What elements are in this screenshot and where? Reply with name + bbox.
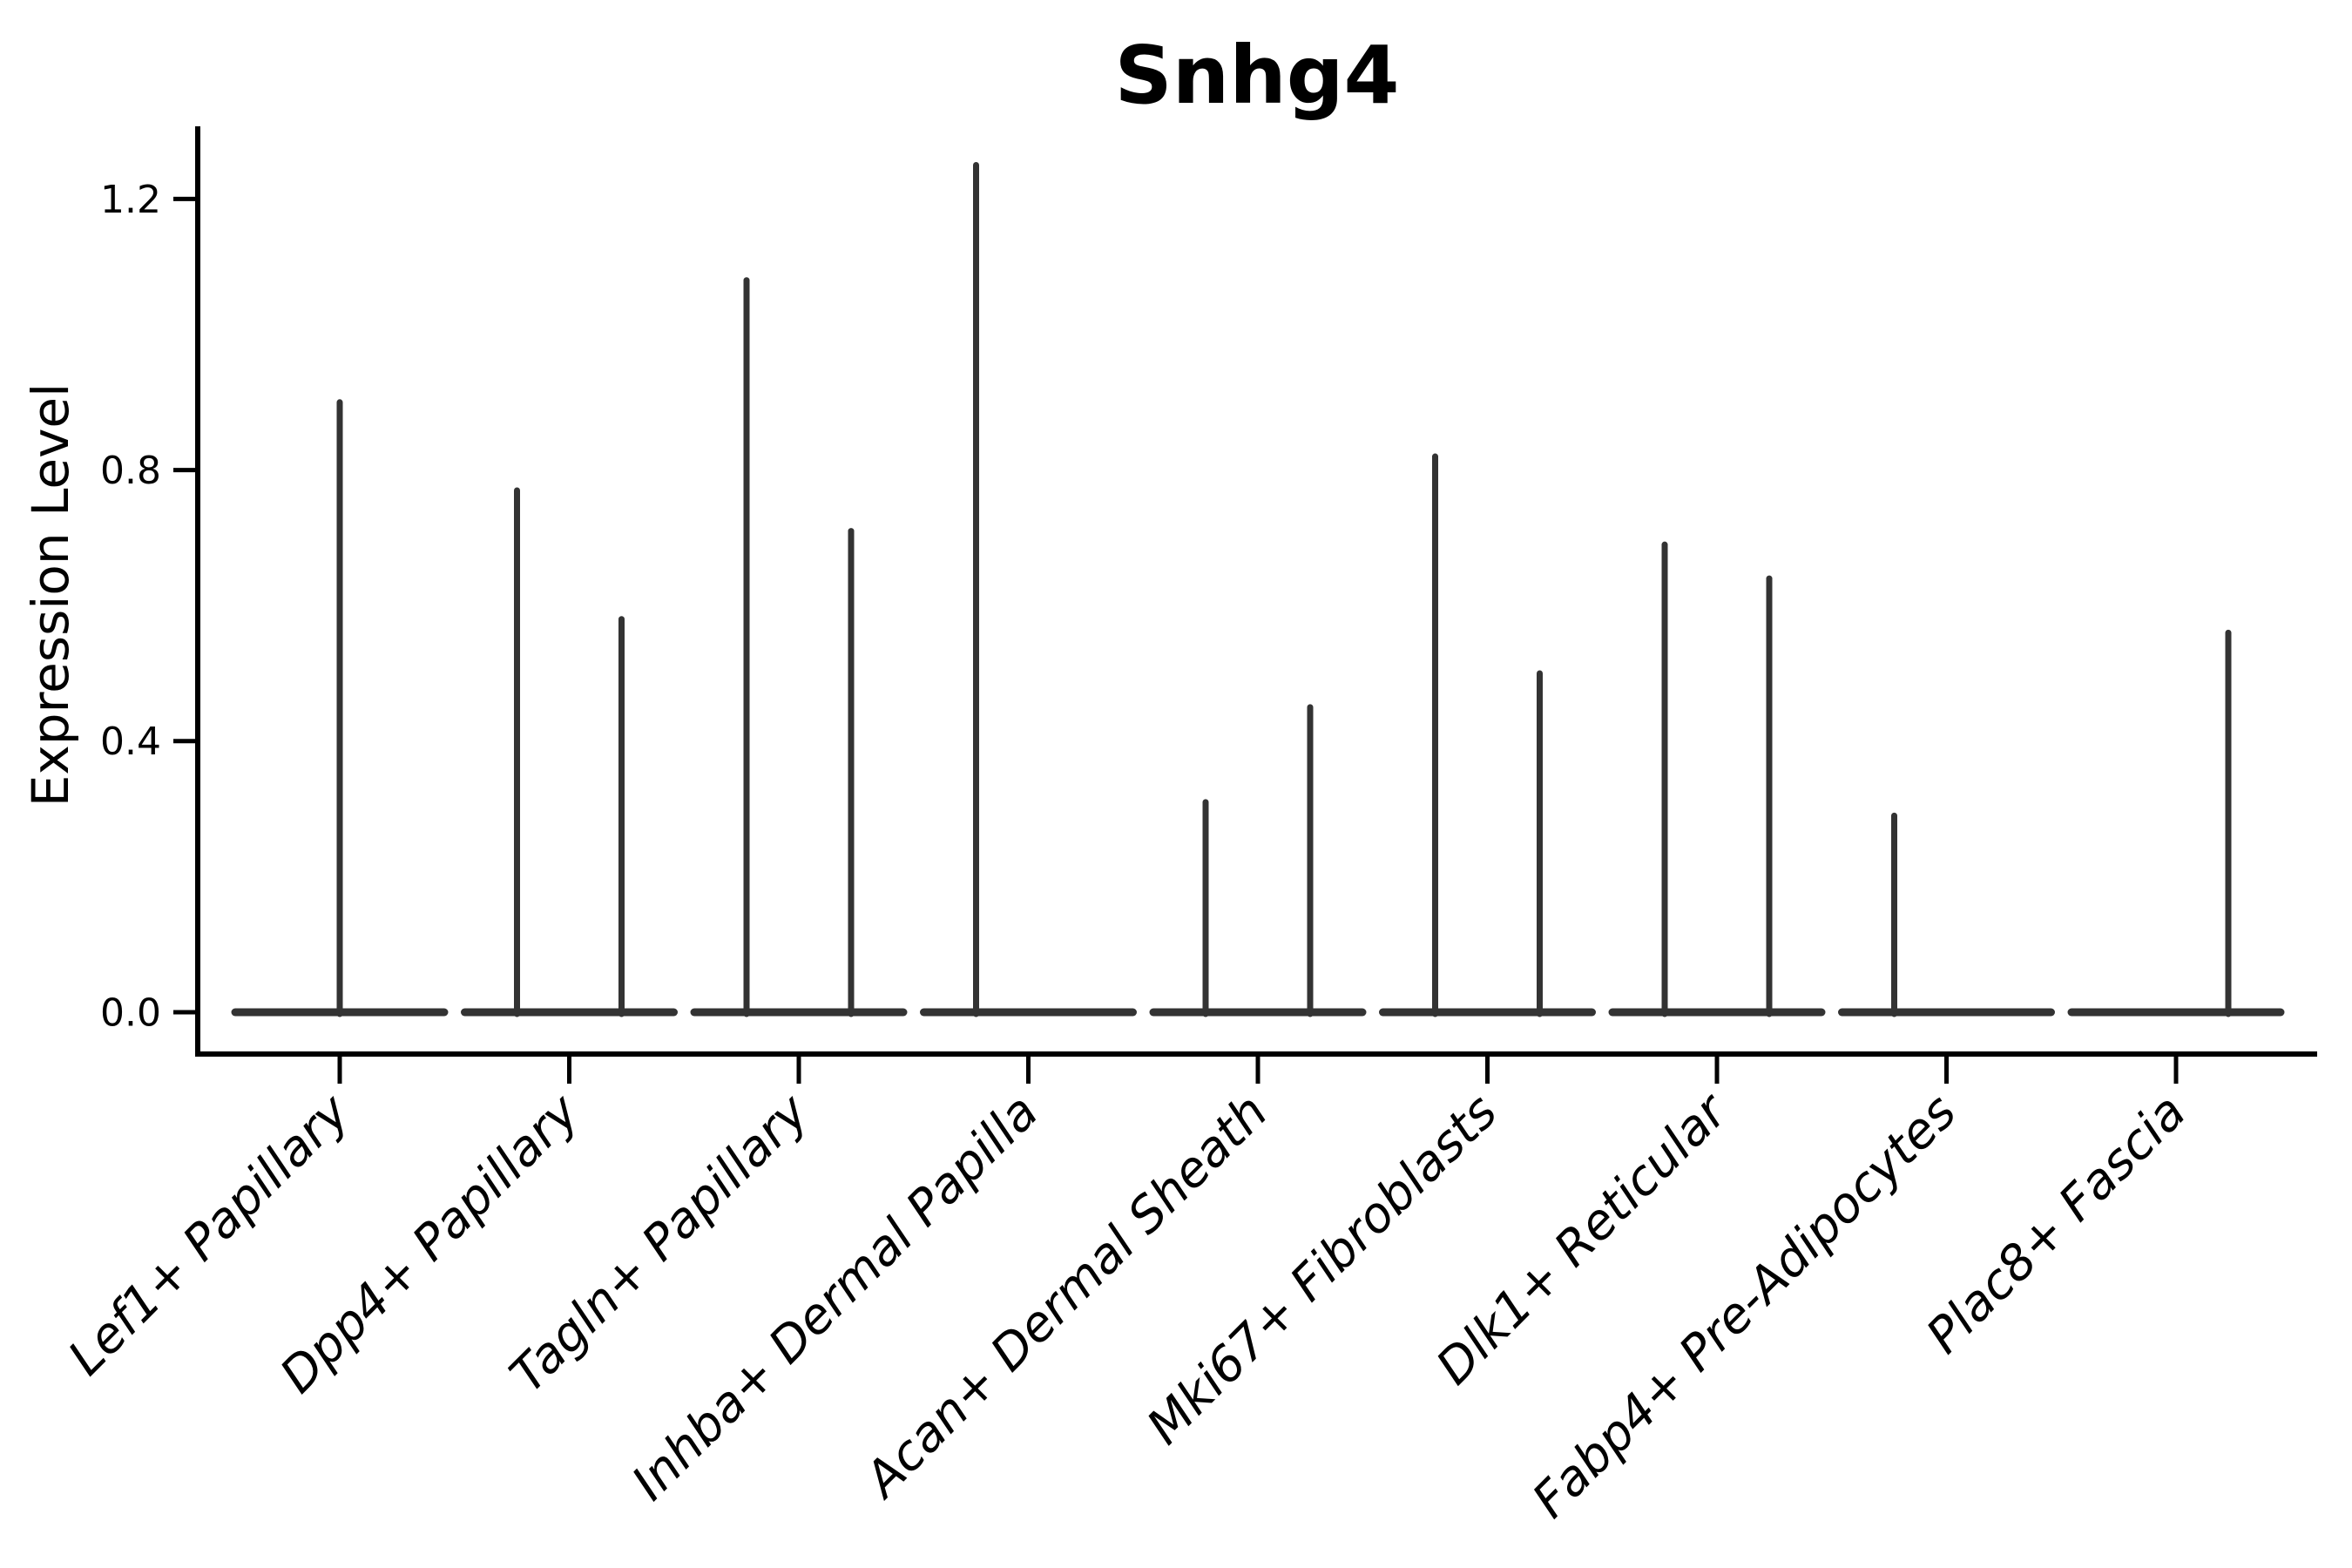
x-tick-label: Acan+ Dermal Sheath: [853, 1084, 1279, 1510]
y-tick-label: 0.8: [100, 449, 161, 493]
x-tick-label: Fabp4+ Pre-Adipocytes: [1522, 1084, 1967, 1529]
x-tick-label: Inhba+ Dermal Papilla: [621, 1084, 1049, 1511]
chart-title: Snhg4: [1114, 29, 1399, 122]
y-tick-label: 1.2: [100, 178, 161, 222]
y-axis-label: Expression Level: [21, 383, 80, 807]
y-tick-label: 0.0: [100, 990, 161, 1035]
y-tick-label: 0.4: [100, 720, 161, 764]
